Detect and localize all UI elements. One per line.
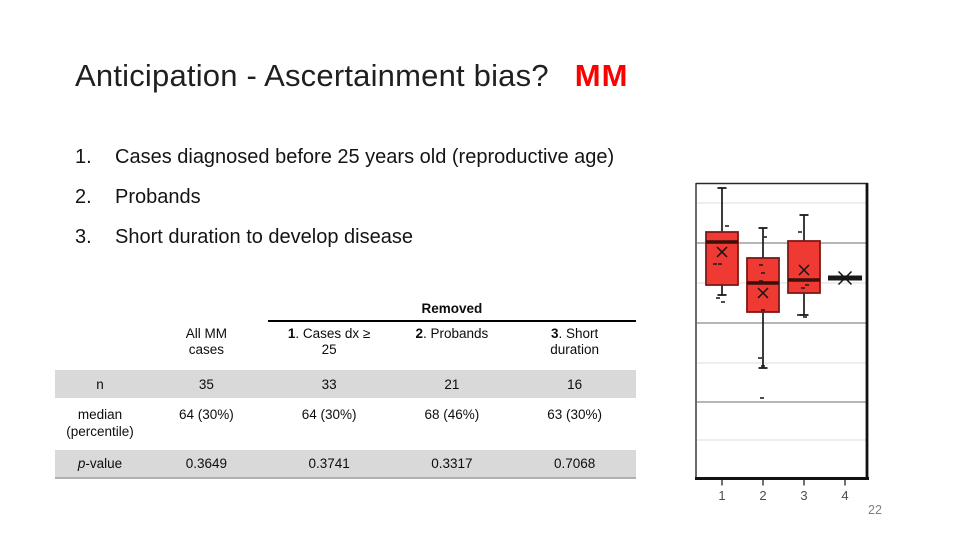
list-item: 3. Short duration to develop disease <box>75 226 614 266</box>
boxplot-group-2 <box>746 227 780 399</box>
table-header-row: All MM cases 1. Cases dx ≥ 25 2. Proband… <box>55 322 636 370</box>
svg-text:2: 2 <box>759 488 766 503</box>
boxplot-group-1 <box>705 187 739 303</box>
numbered-list: 1. Cases diagnosed before 25 years old (… <box>75 146 614 266</box>
results-table: Removed All MM cases 1. Cases dx ≥ 25 2.… <box>55 296 636 479</box>
svg-text:4: 4 <box>841 488 848 503</box>
table-cell: 21 <box>444 377 460 392</box>
list-item-number: 2. <box>75 186 92 208</box>
page-number: 22 <box>868 503 882 517</box>
list-item: 1. Cases diagnosed before 25 years old (… <box>75 146 614 186</box>
table-cell: 16 <box>567 377 583 392</box>
title-row: Anticipation - Ascertainment bias? MM <box>75 58 628 94</box>
table-row-n: n 35 33 21 16 <box>55 370 636 398</box>
table-row-pvalue: p-value 0.3649 0.3741 0.3317 0.7068 <box>55 450 636 479</box>
row-label: median (percentile) <box>66 407 134 439</box>
row-label: p-value <box>77 456 123 471</box>
table-cell: 0.7068 <box>553 456 596 471</box>
svg-text:3: 3 <box>800 488 807 503</box>
list-item: 2. Probands <box>75 186 614 226</box>
svg-text:1: 1 <box>718 488 725 503</box>
column-header-cases-dx: 1. Cases dx ≥ 25 <box>287 326 371 357</box>
column-header-short-duration: 3. Short duration <box>550 326 600 357</box>
list-item-number: 3. <box>75 226 92 248</box>
table-cell: 0.3741 <box>308 456 350 471</box>
list-item-text: Short duration to develop disease <box>115 226 413 248</box>
list-item-number: 1. <box>75 146 92 168</box>
list-item-text: Probands <box>115 186 201 208</box>
slide-title: Anticipation - Ascertainment bias? <box>75 58 549 93</box>
removed-group-header: Removed <box>267 301 636 322</box>
table-cell: 64 (30%) <box>178 407 234 422</box>
boxplot-chart: 1 2 3 4 <box>695 182 870 504</box>
table-cell: 63 (30%) <box>547 407 603 422</box>
table-cell: 0.3649 <box>185 456 228 471</box>
column-header-all-mm: All MM cases <box>185 326 227 357</box>
list-item-text: Cases diagnosed before 25 years old (rep… <box>115 146 615 168</box>
row-label: n <box>96 377 104 392</box>
table-cell: 35 <box>198 377 214 392</box>
boxplot-group-4 <box>828 270 862 286</box>
table-group-header-row: Removed <box>55 296 636 322</box>
table-cell: 68 (46%) <box>424 407 480 422</box>
table-cell: 33 <box>321 377 337 392</box>
boxplot-group-3 <box>787 214 821 318</box>
table-row-median: median (percentile) 64 (30%) 64 (30%) 68… <box>55 398 636 450</box>
table-cell: 0.3317 <box>431 456 473 471</box>
title-tag-mm: MM <box>574 58 629 93</box>
column-header-probands: 2. Probands <box>415 326 489 341</box>
table-cell: 64 (30%) <box>301 407 357 422</box>
